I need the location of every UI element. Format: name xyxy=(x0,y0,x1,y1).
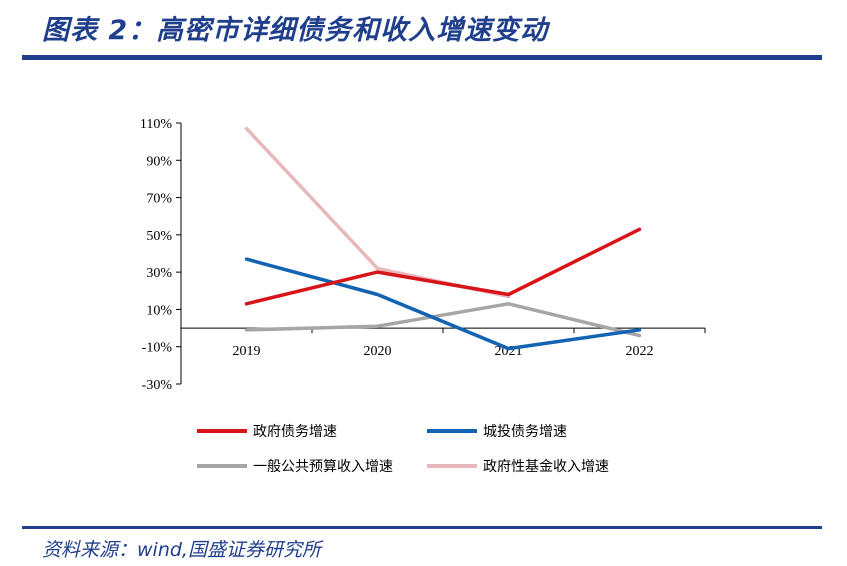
legend-label-1: 政府债务增速 xyxy=(253,424,337,440)
legend-label-4: 政府性基金收入增速 xyxy=(483,458,609,475)
y-tick-label: 30% xyxy=(146,266,172,281)
x-tick-label: 2022 xyxy=(626,344,654,359)
y-tick-label: 50% xyxy=(146,229,172,244)
y-tick-label: -10% xyxy=(142,341,173,356)
series-line-3 xyxy=(244,302,642,338)
y-tick-label: 90% xyxy=(146,154,172,169)
y-tick-label: 10% xyxy=(146,303,172,318)
legend-label-2: 城投债务增速 xyxy=(483,424,567,440)
source-note: 资料来源：wind,国盛证券研究所 xyxy=(42,539,321,561)
x-tick-label: 2019 xyxy=(233,344,261,359)
chart-title: 图表 2：高密市详细债务和收入增速变动 xyxy=(42,15,549,46)
footer-rule xyxy=(22,526,822,529)
legend-label-3: 一般公共预算收入增速 xyxy=(253,459,393,475)
series-line-1 xyxy=(244,227,642,306)
y-tick-label: 110% xyxy=(140,117,172,132)
series-line-2 xyxy=(244,257,642,351)
header-rule xyxy=(22,55,822,60)
x-tick-label: 2020 xyxy=(364,344,392,359)
y-tick-label: -30% xyxy=(142,378,173,393)
y-tick-label: 70% xyxy=(146,192,172,207)
